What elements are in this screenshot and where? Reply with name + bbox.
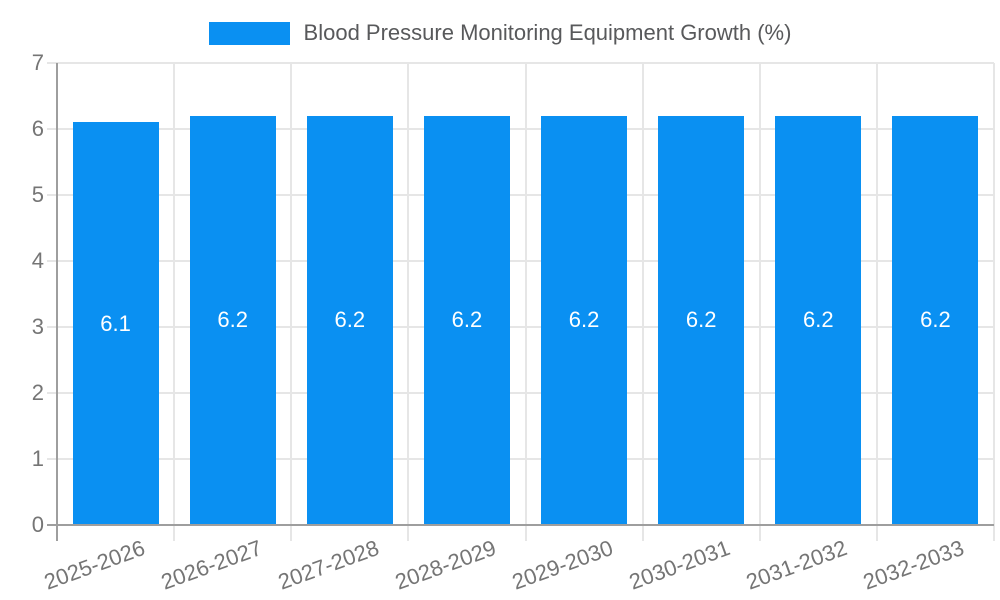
y-axis-tick-label: 3 <box>31 314 44 339</box>
gridline-vertical <box>407 63 410 541</box>
bar-value-label: 6.2 <box>803 307 834 333</box>
bar-value-label: 6.2 <box>920 307 951 333</box>
bar-value-label: 6.2 <box>217 307 248 333</box>
gridline-horizontal <box>47 458 994 460</box>
bar <box>72 122 159 525</box>
y-axis-tick-label: 1 <box>31 446 44 471</box>
bar <box>892 115 979 525</box>
gridline-horizontal <box>47 62 994 64</box>
gridline-vertical <box>524 63 527 541</box>
gridline-horizontal <box>47 260 994 262</box>
gridline-vertical <box>641 63 644 541</box>
y-axis-tick-label: 6 <box>31 116 44 141</box>
bar-value-label: 6.2 <box>568 307 600 333</box>
y-axis-line <box>56 63 58 541</box>
gridline-vertical <box>993 63 995 541</box>
bar <box>541 115 628 525</box>
bar <box>306 115 393 525</box>
bar <box>423 115 510 525</box>
x-axis-line <box>47 524 994 526</box>
gridline-horizontal <box>47 326 994 328</box>
y-axis-tick-label: 0 <box>31 512 44 537</box>
y-axis-tick-label: 4 <box>31 248 44 273</box>
y-axis-tick-label: 2 <box>31 380 44 405</box>
bar <box>658 115 745 525</box>
bar-value-label: 6.2 <box>334 307 366 333</box>
gridline-horizontal <box>47 194 994 196</box>
y-axis-tick-label: 5 <box>31 182 44 207</box>
gridline-horizontal <box>47 128 994 130</box>
legend-series-label: Blood Pressure Monitoring Equipment Grow… <box>303 20 792 45</box>
bar-value-label: 6.2 <box>451 307 483 333</box>
legend-swatch-icon <box>208 21 290 45</box>
gridline-vertical <box>173 63 176 541</box>
chart-legend: Blood Pressure Monitoring Equipment Grow… <box>0 20 1000 46</box>
gridline-vertical <box>290 63 293 541</box>
gridline-vertical <box>875 63 878 541</box>
bar-value-label: 6.2 <box>685 307 717 333</box>
bar <box>189 115 276 525</box>
gridline-vertical <box>758 63 761 541</box>
bar-value-label: 6.1 <box>100 310 131 336</box>
y-axis-tick-label: 7 <box>31 50 44 75</box>
bar <box>775 115 862 525</box>
gridline-horizontal <box>47 392 994 394</box>
